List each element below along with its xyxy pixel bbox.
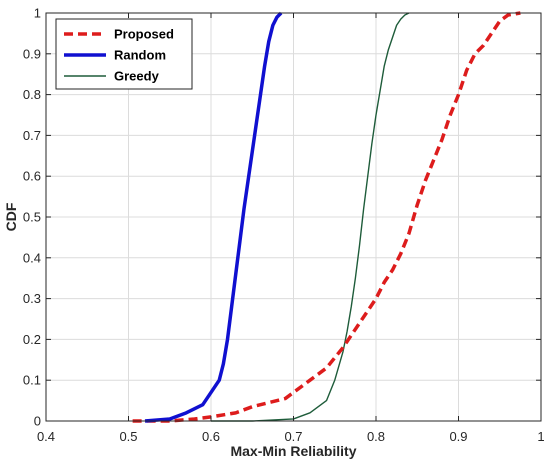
legend: Proposed Random Greedy	[55, 18, 193, 90]
series-layer	[132, 11, 521, 423]
y-tick-label: 0.1	[23, 373, 41, 388]
series-line-proposed	[132, 11, 521, 423]
y-tick-label: 0.5	[23, 210, 41, 225]
y-tick-label: 0.2	[23, 332, 41, 347]
series-line-random	[144, 11, 283, 423]
x-tick-label: 0.7	[284, 429, 302, 444]
series-line-greedy	[211, 12, 410, 422]
x-tick-label: 0.8	[367, 429, 385, 444]
legend-label-random: Random	[114, 48, 166, 63]
x-tick-label: 0.6	[202, 429, 220, 444]
y-tick-label: 0.9	[23, 46, 41, 61]
legend-label-greedy: Greedy	[114, 69, 160, 84]
x-axis-title: Max-Min Reliability	[230, 443, 356, 459]
x-tick-label: 0.4	[37, 429, 55, 444]
y-axis: 0 0.1 0.2 0.3 0.4 0.5 0.6 0.7 0.8 0.9 1	[23, 6, 541, 429]
y-tick-label: 0.6	[23, 169, 41, 184]
y-tick-label: 0.7	[23, 128, 41, 143]
y-tick-label: 1	[34, 6, 41, 21]
legend-label-proposed: Proposed	[114, 27, 174, 42]
y-tick-label: 0.3	[23, 291, 41, 306]
y-tick-label: 0.4	[23, 250, 41, 265]
x-tick-label: 0.5	[119, 429, 137, 444]
y-tick-label: 0	[34, 414, 41, 429]
x-tick-label: 0.9	[449, 429, 467, 444]
y-axis-title: CDF	[3, 202, 19, 231]
x-axis: 0.4 0.5 0.6 0.7 0.8 0.9 1	[37, 13, 545, 444]
x-tick-label: 1	[537, 429, 544, 444]
y-tick-label: 0.8	[23, 87, 41, 102]
